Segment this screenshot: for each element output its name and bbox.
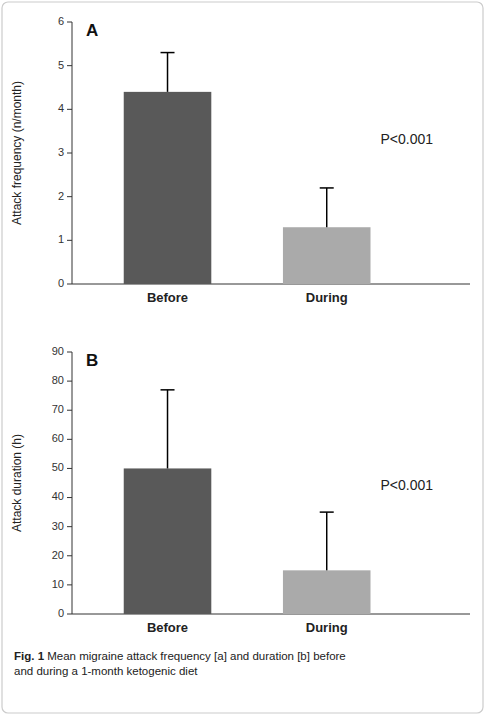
y-tick-label: 30 [52, 520, 64, 532]
y-tick [67, 381, 72, 382]
x-tick-label: Before [147, 620, 188, 635]
error-bar [320, 188, 334, 227]
y-tick [67, 584, 72, 585]
error-bar [320, 512, 334, 570]
panel: 0 10 20 30 40 50 60 70 80 90 Attack duration (h) Be… [10, 345, 470, 635]
y-tick-label: 80 [52, 374, 64, 386]
error-bar-cap [320, 511, 334, 513]
error-bar-stem [167, 390, 169, 469]
y-tick [67, 614, 72, 615]
p-value-annotation: P<0.001 [381, 131, 434, 147]
y-tick-label: 0 [58, 607, 64, 619]
y-tick [67, 22, 72, 23]
y-tick-label: 6 [58, 15, 64, 27]
chart-svg: 0 1 2 3 4 5 6 Attack frequency (n/month) Before D… [0, 0, 485, 715]
background [0, 0, 485, 715]
p-value-annotation: P<0.001 [381, 477, 434, 493]
y-tick [67, 410, 72, 411]
y-tick [67, 439, 72, 440]
error-bar-cap [161, 52, 175, 54]
x-tick-label: Before [147, 290, 188, 305]
panel-label: B [86, 351, 98, 370]
x-tick-label: During [306, 290, 348, 305]
y-tick-label: 3 [58, 146, 64, 158]
y-tick [67, 526, 72, 527]
y-tick-label: 10 [52, 578, 64, 590]
y-tick [67, 65, 72, 66]
y-tick-label: 1 [58, 233, 64, 245]
bar [283, 227, 371, 284]
caption-bold: Fig. 1 [14, 650, 45, 662]
y-tick-label: 50 [52, 461, 64, 473]
caption: Fig. 1 Mean migraine attack frequency [a… [14, 650, 346, 677]
y-tick [67, 468, 72, 469]
bar [283, 570, 371, 614]
error-bar-stem [167, 53, 169, 92]
y-tick-label: 90 [52, 345, 64, 357]
chart-container: 0 1 2 3 4 5 6 Attack frequency (n/month) Before D… [0, 0, 485, 715]
y-tick [67, 352, 72, 353]
y-tick [67, 109, 72, 110]
y-tick-label: 2 [58, 190, 64, 202]
y-tick [67, 153, 72, 154]
y-tick-label: 5 [58, 59, 64, 71]
y-tick-label: 40 [52, 490, 64, 502]
error-bar-cap [161, 389, 175, 391]
x-tick-label: During [306, 620, 348, 635]
y-tick [67, 196, 72, 197]
y-axis-line [72, 22, 73, 284]
y-tick [67, 497, 72, 498]
y-tick-label: 20 [52, 549, 64, 561]
bar [124, 92, 212, 284]
y-tick-label: 4 [58, 102, 64, 114]
caption-line: and during a 1-month ketogenic diet [14, 665, 198, 677]
error-bar-stem [326, 512, 328, 570]
panel: 0 1 2 3 4 5 6 Attack frequency (n/month) Before D… [10, 15, 470, 305]
y-axis-label: Attack duration (h) [10, 434, 24, 532]
y-axis-label: Attack frequency (n/month) [10, 81, 24, 225]
y-tick [67, 240, 72, 241]
error-bar-stem [326, 188, 328, 227]
y-tick-label: 0 [58, 277, 64, 289]
y-tick-label: 60 [52, 432, 64, 444]
error-bar-cap [320, 187, 334, 189]
y-tick [67, 284, 72, 285]
error-bar [161, 53, 175, 92]
bars [124, 53, 371, 284]
y-tick-label: 70 [52, 403, 64, 415]
panel-label: A [86, 21, 98, 40]
bars [124, 390, 371, 614]
error-bar [161, 390, 175, 469]
caption-line: Fig. 1 Mean migraine attack frequency [a… [14, 650, 346, 662]
y-axis-line [72, 352, 73, 614]
caption-text: Mean migraine attack frequency [a] and d… [44, 650, 346, 662]
figure-border [2, 2, 483, 713]
y-tick [67, 555, 72, 556]
bar [124, 468, 212, 614]
